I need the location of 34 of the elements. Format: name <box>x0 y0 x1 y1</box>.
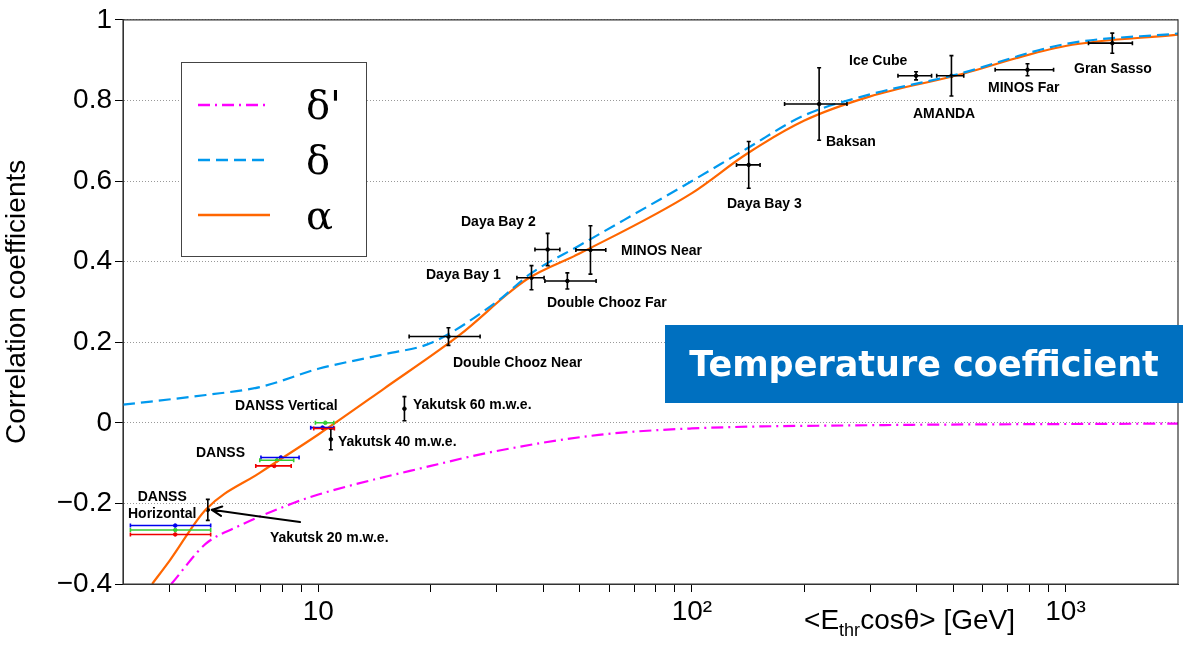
y-tick-label: 0.8 <box>73 83 112 115</box>
legend-label: δ' <box>306 81 342 128</box>
x-tick-label: 10 <box>302 594 334 626</box>
annotation: AMANDA <box>913 104 976 122</box>
annotation: Double Chooz Near <box>453 353 583 371</box>
annotation: Daya Bay 3 <box>727 194 802 212</box>
annotation: DANSS Vertical <box>235 396 338 414</box>
annotation: MINOS Far <box>988 78 1060 96</box>
y-tick-label: 0.6 <box>73 163 112 195</box>
annotation: Baksan <box>826 132 876 150</box>
annotation: DANSS Horizontal <box>128 488 197 522</box>
y-tick-label: 1 <box>96 2 112 34</box>
x-tick-label: 10³ <box>1045 594 1086 626</box>
annotation: Yakutsk 20 m.w.e. <box>270 528 389 546</box>
annotation: Daya Bay 2 <box>461 212 536 230</box>
x-tick-label: 10² <box>671 594 713 626</box>
y-tick-label: 0.2 <box>73 324 112 356</box>
y-tick-label: −0.2 <box>56 486 112 518</box>
annotation: DANSS <box>196 443 246 461</box>
annotation: Yakutsk 40 m.w.e. <box>338 432 457 450</box>
y-tick-label: 0 <box>96 405 112 437</box>
annotation: Daya Bay 1 <box>426 265 501 283</box>
y-tick-label: −0.4 <box>56 566 112 598</box>
annotation: Gran Sasso <box>1074 59 1152 77</box>
annotation: MINOS Near <box>621 241 702 259</box>
annotation: Temperature coefficient <box>665 325 1183 403</box>
legend-label: α <box>306 191 334 238</box>
x-axis-title: <E$_{thr}$cosθ> [GeV] <box>804 604 1015 641</box>
y-tick-label: 0.4 <box>73 244 112 276</box>
annotation: Double Chooz Far <box>547 293 667 311</box>
legend-label: δ <box>306 136 331 183</box>
annotation: Ice Cube <box>849 51 908 69</box>
annotation: Yakutsk 60 m.w.e. <box>413 395 532 413</box>
y-axis-title: Correlation coefficients <box>0 159 31 445</box>
